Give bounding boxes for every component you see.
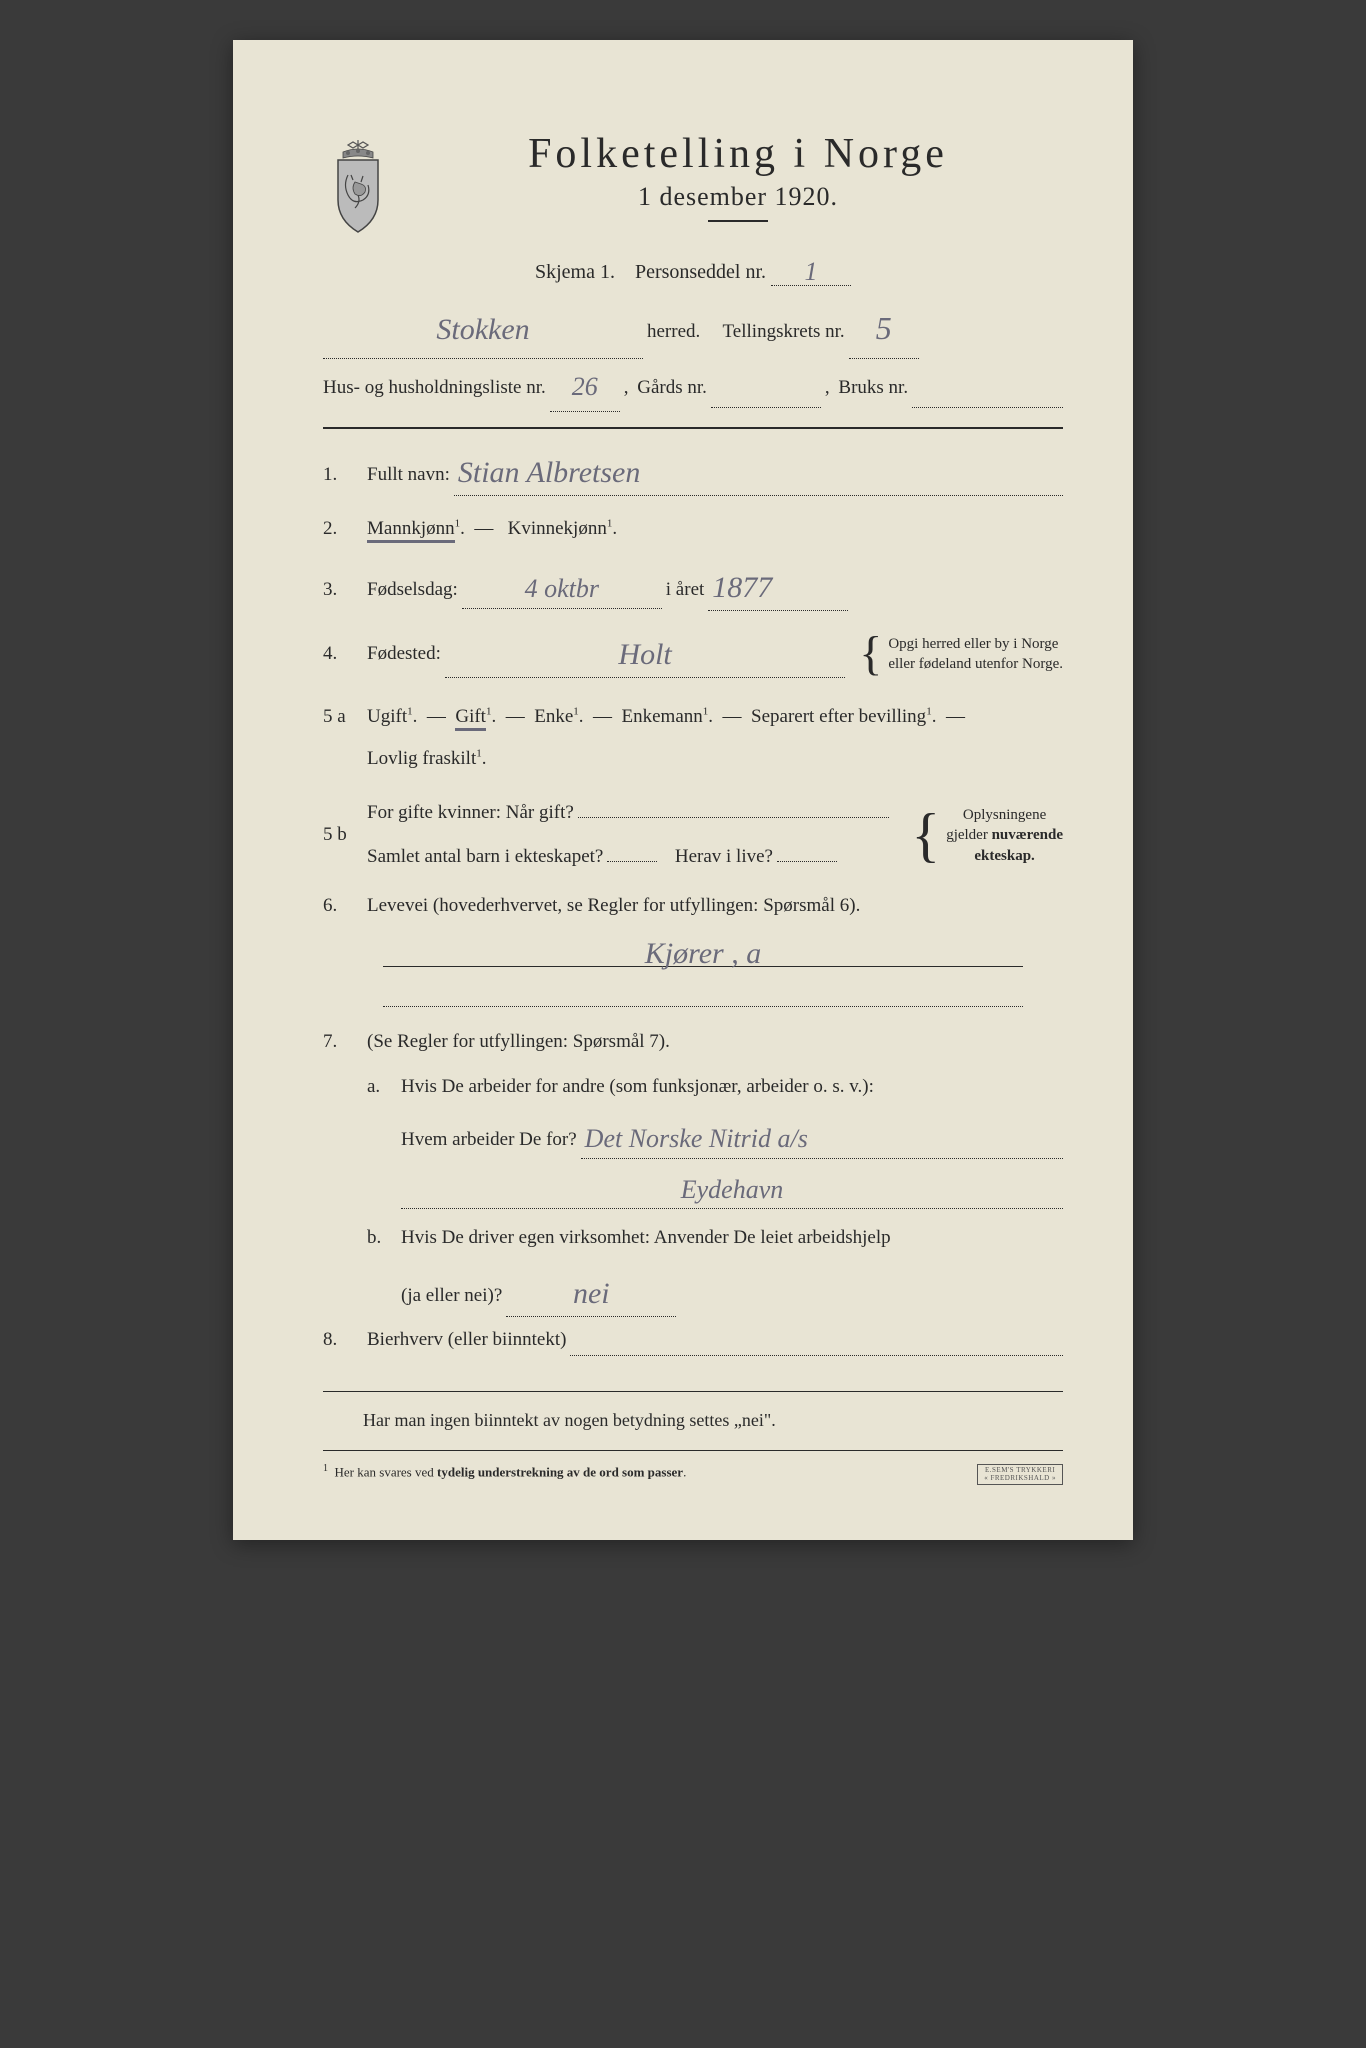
q5b: 5 b For gifte kvinner: Når gift? Samlet … <box>323 798 1063 873</box>
q7b-letter: b. <box>367 1223 387 1316</box>
herred-value: Stokken <box>436 300 529 360</box>
main-title: Folketelling i Norge <box>413 130 1063 178</box>
q3-day: 4 oktbr <box>525 568 599 610</box>
bruks-label: Bruks nr. <box>838 369 908 407</box>
q7-num: 7. <box>323 1027 353 1057</box>
hushold-label: Hus- og husholdningsliste nr. <box>323 369 546 407</box>
q7a-val1: Det Norske Nitrid a/s <box>585 1118 808 1160</box>
q5b-num: 5 b <box>323 820 353 850</box>
q5b-note: { Oplysningene gjelder nuværende ekteska… <box>911 805 1063 866</box>
q7b-val: nei <box>573 1270 610 1318</box>
q3-year-label: i året <box>666 575 705 605</box>
hushold-nr: 26 <box>572 361 598 413</box>
q7b: b. Hvis De driver egen virksomhet: Anven… <box>367 1223 1063 1316</box>
q4: 4. Fødested: Holt { Opgi herred eller by… <box>323 629 1063 678</box>
tellingskrets-label: Tellingskrets nr. <box>723 313 845 351</box>
herred-line: Stokken herred. Tellingskrets nr. 5 <box>323 294 1063 359</box>
q6-blank-line <box>383 977 1023 1007</box>
q5b-label3: Herav i live? <box>675 842 773 872</box>
q2: 2. Mannkjønn1. — Kvinnekjønn1. <box>323 514 1063 544</box>
brace-icon: { <box>911 805 940 866</box>
title-block: Folketelling i Norge 1 desember 1920. <box>413 130 1063 247</box>
footer-1: Har man ingen biinntekt av nogen betydni… <box>323 1402 1063 1438</box>
q7a-label: Hvis De arbeider for andre (som funksjon… <box>401 1072 1063 1102</box>
q6-value-line: Kjører , a <box>383 931 1023 967</box>
census-form-page: Folketelling i Norge 1 desember 1920. Sk… <box>233 40 1133 1540</box>
q2-kvinne: Kvinnekjønn <box>508 518 607 539</box>
q2-mann: Mannkjønn <box>367 518 455 543</box>
q7a-val2: Eydehavn <box>681 1169 784 1211</box>
q4-note: { Opgi herred eller by i Norge eller fød… <box>859 634 1063 675</box>
skjema-label: Skjema 1. <box>535 261 615 283</box>
divider-2 <box>323 1391 1063 1392</box>
q5a-num: 5 a <box>323 702 353 732</box>
q4-label: Fødested: <box>367 639 441 669</box>
q5a-enke: Enke <box>534 706 573 727</box>
q5a-gift: Gift <box>455 706 486 731</box>
q5a-separert: Separert efter bevilling <box>751 706 926 727</box>
footer-2: 1 Her kan svares ved tydelig understrekn… <box>323 1463 1063 1480</box>
q1-num: 1. <box>323 460 353 490</box>
gards-label: Gårds nr. <box>637 369 707 407</box>
q6-value: Kjører , a <box>645 937 761 971</box>
hushold-line: Hus- og husholdningsliste nr. 26, Gårds … <box>323 359 1063 412</box>
q5b-label1: For gifte kvinner: Når gift? <box>367 798 574 828</box>
q3-year: 1877 <box>712 564 772 612</box>
q6-label: Levevei (hovederhvervet, se Regler for u… <box>367 895 860 916</box>
q5a-ugift: Ugift <box>367 706 407 727</box>
q8-num: 8. <box>323 1325 353 1355</box>
tellingskrets-nr: 5 <box>876 296 892 360</box>
q7a: a. Hvis De arbeider for andre (som funks… <box>367 1072 1063 1210</box>
q4-value: Holt <box>618 631 671 679</box>
header: Folketelling i Norge 1 desember 1920. <box>323 130 1063 247</box>
q3-label: Fødselsdag: <box>367 575 458 605</box>
divider-3 <box>323 1450 1063 1451</box>
subtitle: 1 desember 1920. <box>413 182 1063 212</box>
q2-num: 2. <box>323 514 353 544</box>
printer-stamp: E.SEM'S TRYKKERI« FREDRIKSHALD » <box>977 1464 1063 1485</box>
title-divider <box>708 220 768 222</box>
skjema-line: Skjema 1. Personseddel nr. 1 <box>323 255 1063 286</box>
q1-value: Stian Albretsen <box>458 449 641 497</box>
divider-1 <box>323 427 1063 429</box>
q5a-enkemann: Enkemann <box>622 706 703 727</box>
q8: 8. Bierhverv (eller biinntekt) <box>323 1325 1063 1356</box>
q6-num: 6. <box>323 891 353 921</box>
q7a-letter: a. <box>367 1072 387 1210</box>
q5a-fraskilt: Lovlig fraskilt <box>367 748 476 769</box>
q7b-q: (ja eller nei)? <box>401 1281 502 1311</box>
q8-label: Bierhverv (eller biinntekt) <box>367 1325 566 1355</box>
q7a-q: Hvem arbeider De for? <box>401 1125 577 1155</box>
q7b-label: Hvis De driver egen virksomhet: Anvender… <box>401 1223 1063 1253</box>
q7: 7. (Se Regler for utfyllingen: Spørsmål … <box>323 1027 1063 1316</box>
coat-of-arms-icon <box>323 140 393 235</box>
q7-label: (Se Regler for utfyllingen: Spørsmål 7). <box>367 1031 670 1052</box>
q5b-label2: Samlet antal barn i ekteskapet? <box>367 842 603 872</box>
q1: 1. Fullt navn: Stian Albretsen <box>323 447 1063 496</box>
herred-label: herred. <box>647 313 700 351</box>
q4-num: 4. <box>323 639 353 669</box>
q3: 3. Fødselsdag: 4 oktbr i året 1877 <box>323 562 1063 611</box>
personseddel-nr: 1 <box>805 257 818 287</box>
q6: 6. Levevei (hovederhvervet, se Regler fo… <box>323 891 1063 921</box>
q3-num: 3. <box>323 575 353 605</box>
q5a: 5 a Ugift1. — Gift1. — Enke1. — Enkemann… <box>323 696 1063 780</box>
personseddel-label: Personseddel nr. <box>635 261 766 283</box>
brace-icon: { <box>859 634 882 675</box>
q1-label: Fullt navn: <box>367 460 450 490</box>
